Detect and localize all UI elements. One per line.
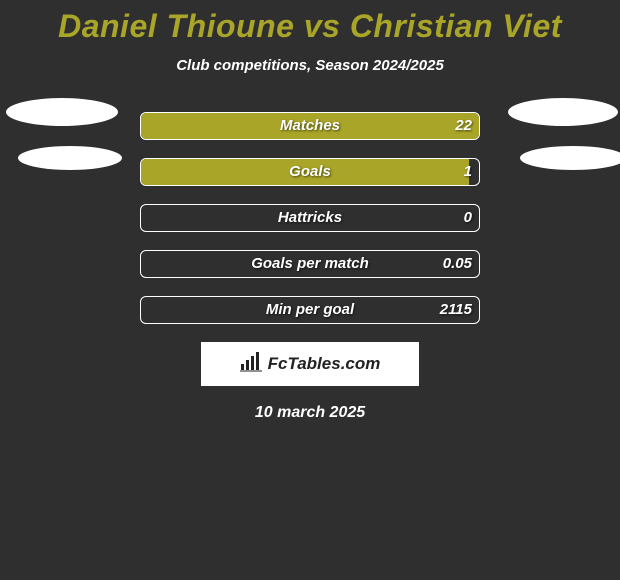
stat-label: Matches <box>140 112 480 140</box>
stat-value: 0.05 <box>443 250 472 278</box>
stat-value: 0 <box>464 204 472 232</box>
brand-text: FcTables.com <box>268 354 381 374</box>
stat-row: Min per goal 2115 <box>0 296 620 324</box>
stat-row: Goals 1 <box>0 158 620 186</box>
stat-label: Hattricks <box>140 204 480 232</box>
snapshot-date: 10 march 2025 <box>0 404 620 422</box>
page-title: Daniel Thioune vs Christian Viet <box>0 0 620 45</box>
stat-value: 2115 <box>440 296 472 324</box>
comparison-chart: Matches 22 Goals 1 Hattricks 0 Goals per… <box>0 112 620 422</box>
stat-label: Goals <box>140 158 480 186</box>
stat-label: Goals per match <box>140 250 480 278</box>
subtitle: Club competitions, Season 2024/2025 <box>0 57 620 74</box>
stat-label: Min per goal <box>140 296 480 324</box>
brand-badge: FcTables.com <box>201 342 419 386</box>
stat-value: 1 <box>464 158 472 186</box>
bar-chart-icon <box>240 352 262 377</box>
stat-row: Matches 22 <box>0 112 620 140</box>
stat-row: Hattricks 0 <box>0 204 620 232</box>
stat-value: 22 <box>455 112 472 140</box>
stat-row: Goals per match 0.05 <box>0 250 620 278</box>
